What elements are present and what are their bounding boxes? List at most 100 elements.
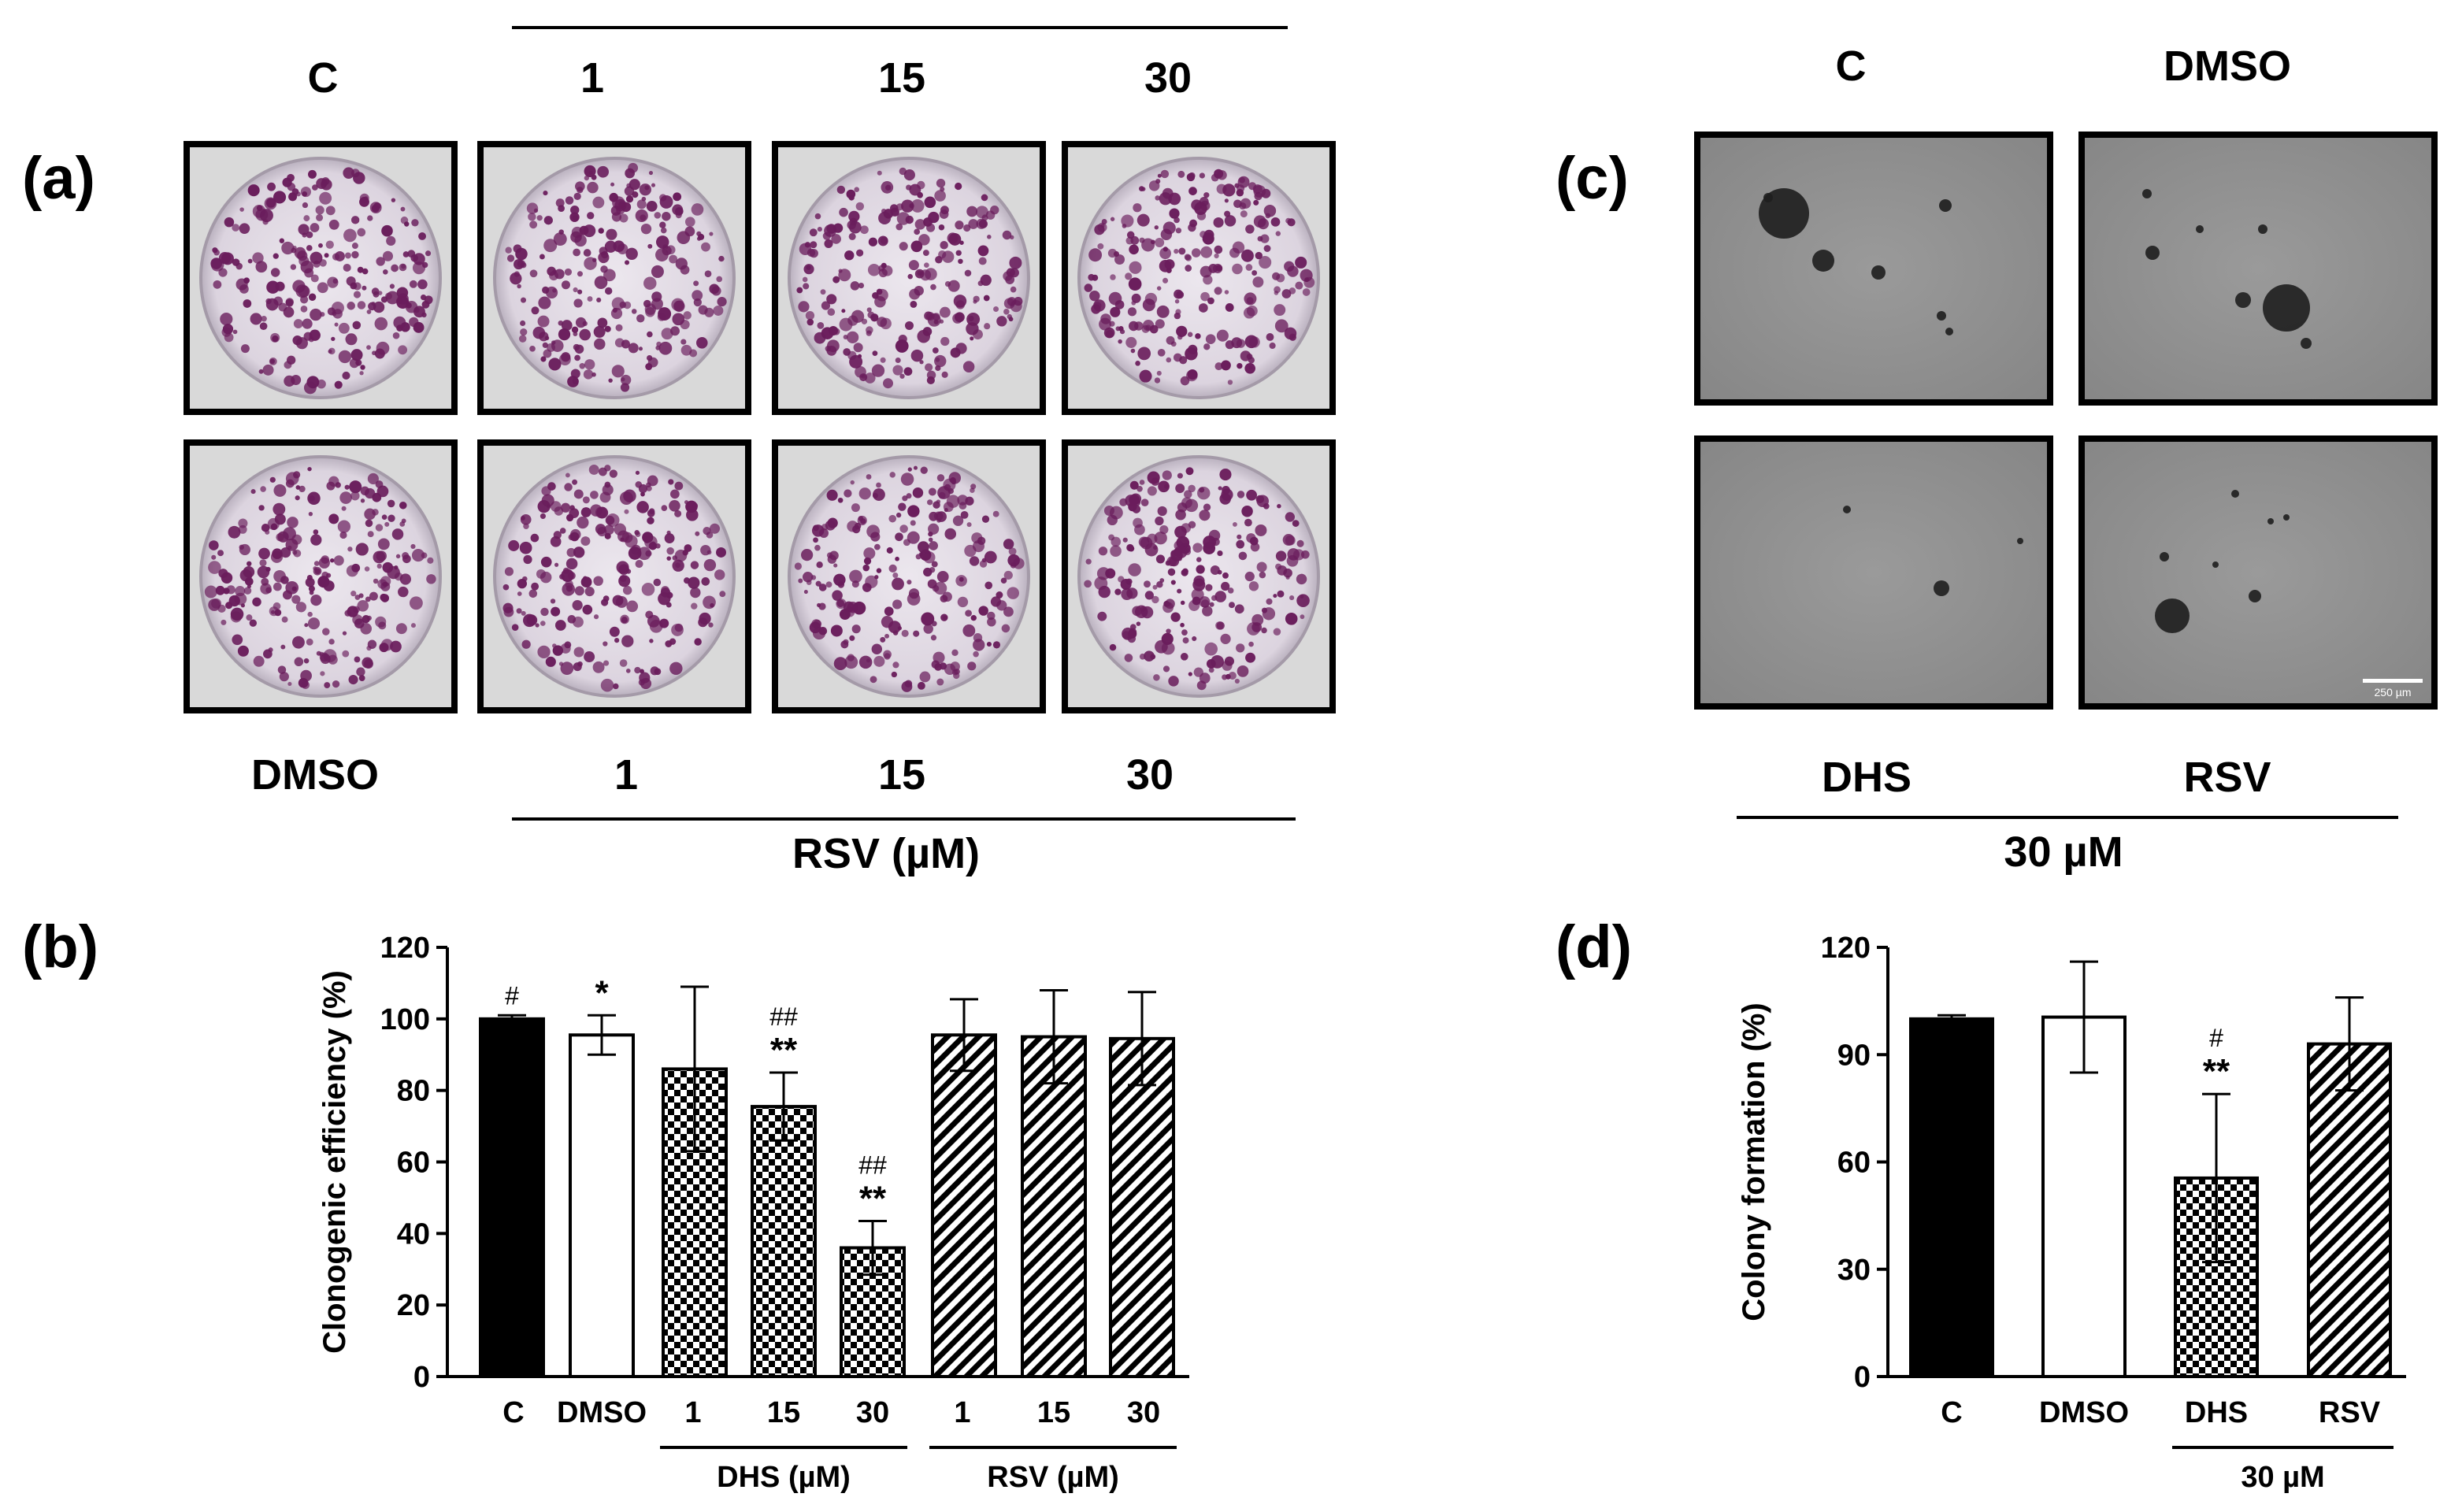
colony-spot <box>1010 286 1017 293</box>
colony-spot <box>1188 484 1196 493</box>
colony-spot <box>367 215 373 221</box>
colony-spot <box>339 491 352 504</box>
colony-spot <box>661 505 668 511</box>
colony-spot <box>300 260 314 274</box>
colony-spot <box>1131 293 1141 303</box>
colony-spot <box>258 369 264 374</box>
colony-spot <box>977 245 989 257</box>
colony-spot <box>1135 361 1140 366</box>
colony-spot <box>1244 292 1257 306</box>
colony-spot <box>1168 676 1179 687</box>
colony-spot <box>688 576 700 589</box>
colony-spot <box>684 226 695 237</box>
colony-spot <box>349 480 362 494</box>
colony-spot <box>350 591 357 597</box>
colony-spot <box>1162 277 1169 284</box>
colony-spot <box>342 371 350 380</box>
colony-spot <box>826 345 837 356</box>
colony-spot <box>1185 467 1194 476</box>
colony-spot <box>993 306 999 312</box>
colony-spot <box>1215 621 1224 630</box>
colony-spot <box>302 232 307 238</box>
colony-spot <box>597 165 610 178</box>
colony-spot <box>592 661 605 673</box>
colony-spot <box>912 487 924 498</box>
colony-spot <box>347 302 355 310</box>
colony-spot <box>1107 514 1118 526</box>
colony-spot <box>852 601 866 615</box>
colony-spot <box>318 243 323 248</box>
colony-spot <box>1155 238 1165 248</box>
colony-spot <box>871 643 883 654</box>
colony-spot <box>1945 328 1953 335</box>
dish-plate <box>493 455 736 698</box>
colony-spot <box>321 180 328 187</box>
bar-7 <box>1021 1035 1087 1378</box>
colony-spot <box>529 220 538 229</box>
micrograph-1 <box>1694 132 2053 406</box>
colony-spot <box>1176 325 1188 337</box>
colony-spot <box>346 276 356 287</box>
colony-spot <box>306 575 313 581</box>
colony-spot <box>244 577 254 586</box>
colony-spot <box>827 308 836 317</box>
colony-spot <box>360 365 365 370</box>
colony-spot <box>651 265 664 278</box>
colony-spot <box>1159 524 1169 535</box>
colony-spot <box>1237 665 1249 677</box>
colony-spot <box>215 585 225 595</box>
colony-spot <box>917 681 925 690</box>
colony-spot <box>852 524 861 534</box>
colony-spot <box>273 582 282 591</box>
colony-spot <box>1277 590 1285 598</box>
colony-spot <box>360 498 365 503</box>
colony-spot <box>647 475 658 487</box>
colony-spot <box>267 182 276 191</box>
colony-spot <box>889 204 899 213</box>
colony-spot <box>590 491 599 499</box>
colony-spot <box>913 465 918 470</box>
colony-spot <box>902 495 908 502</box>
panel-a: (a) C 1 15 30 DMSO 1 15 30 RSV (µM) <box>22 26 1336 877</box>
colony-spot <box>577 289 583 295</box>
colony-spot <box>1178 247 1186 255</box>
colony-spot <box>880 636 886 643</box>
colony-spot <box>2258 224 2267 234</box>
colony-spot <box>357 301 366 309</box>
colony-spot <box>409 596 423 610</box>
colony-spot <box>1266 333 1274 341</box>
colony-spot <box>1162 665 1170 673</box>
colony-spot <box>966 206 978 217</box>
colony-spot <box>1197 486 1211 500</box>
colony-spot <box>1144 650 1155 662</box>
colony-spot <box>1257 235 1263 242</box>
colony-spot <box>357 600 369 612</box>
colony-spot <box>592 258 597 262</box>
colony-spot <box>366 345 371 350</box>
colony-spot <box>213 280 222 289</box>
colony-spot <box>848 195 855 201</box>
colony-spot <box>1098 547 1108 556</box>
colony-spot <box>1214 287 1222 295</box>
colony-spot <box>383 269 388 275</box>
colony-spot <box>1217 170 1227 180</box>
colony-spot <box>844 250 855 261</box>
colony-spot <box>981 194 988 202</box>
colony-spot <box>399 521 406 527</box>
colony-spot <box>659 221 666 228</box>
colony-spot <box>830 624 843 637</box>
colony-spot <box>1097 243 1104 250</box>
colony-spot <box>1007 554 1020 567</box>
colony-spot <box>1189 219 1198 228</box>
significance-mark: * <box>595 973 609 1012</box>
colony-spot <box>365 487 376 499</box>
colony-spot <box>1157 173 1162 178</box>
colony-spot <box>892 599 903 610</box>
colony-spot <box>574 586 584 596</box>
colony-spot <box>944 280 951 287</box>
colony-spot <box>1182 568 1188 575</box>
x-tick-label: RSV <box>2319 1396 2381 1429</box>
colony-spot <box>903 169 915 181</box>
colony-spot <box>825 520 836 531</box>
colony-spot <box>1153 674 1160 681</box>
